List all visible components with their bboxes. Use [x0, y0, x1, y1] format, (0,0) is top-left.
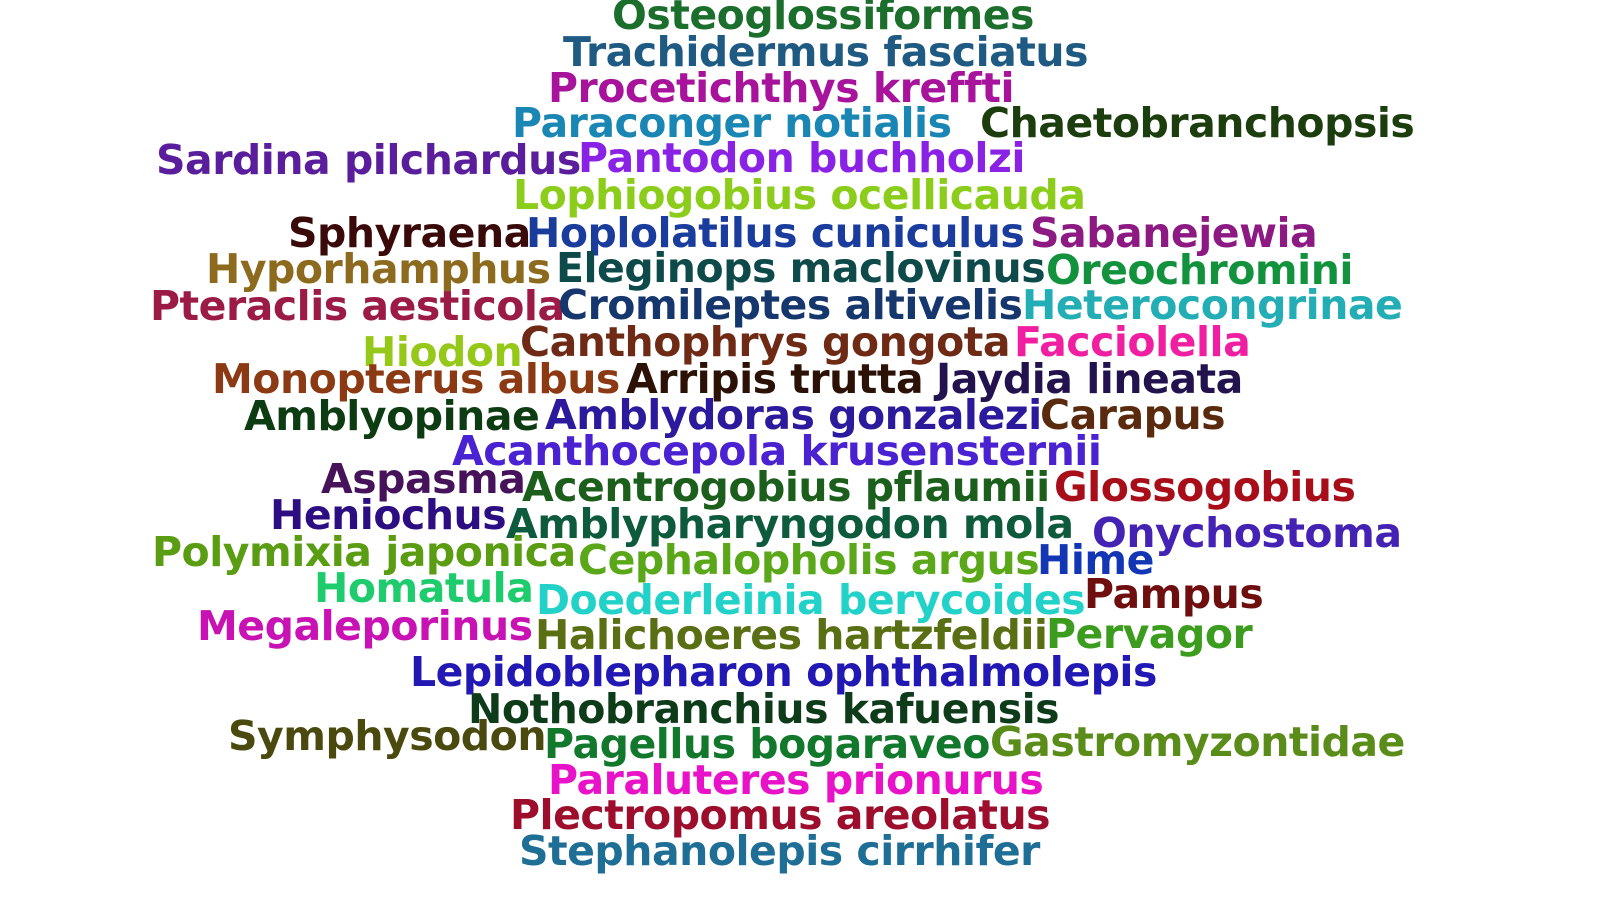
cloud-word: Pervagor	[1046, 609, 1253, 658]
cloud-word: Doederleinia berycoides	[536, 575, 1086, 624]
cloud-word: Facciolella	[1014, 317, 1251, 366]
cloud-word: Hime	[1037, 535, 1154, 584]
cloud-word: Acanthocepola krusensternii	[452, 426, 1102, 475]
cloud-word: Amblyopinae	[244, 391, 540, 440]
cloud-word: Glossogobius	[1054, 462, 1356, 511]
cloud-word: Sphyraena	[288, 208, 531, 257]
cloud-word: Heniochus	[270, 490, 507, 539]
cloud-word: Amblypharyngodon mola	[506, 499, 1074, 548]
cloud-word: Monopterus albus	[212, 354, 620, 403]
cloud-word: Gastromyzontidae	[990, 717, 1405, 766]
cloud-word: Sardina pilchardus	[156, 135, 581, 184]
cloud-word: Osteoglossiformes	[612, 0, 1034, 39]
cloud-word: Plectropomus areolatus	[510, 790, 1051, 839]
cloud-word: Sabanejewia	[1030, 208, 1318, 257]
cloud-word: Carapus	[1040, 390, 1226, 439]
cloud-word: Pteraclis aesticola	[150, 281, 565, 330]
cloud-word: Cromileptes altivelis	[558, 280, 1023, 329]
cloud-word: Lepidoblepharon ophthalmolepis	[410, 647, 1157, 696]
cloud-word: Onychostoma	[1092, 508, 1402, 557]
cloud-word: Hyporhamphus	[206, 244, 551, 293]
cloud-word: Lophiogobius ocellicauda	[513, 170, 1086, 219]
cloud-word: Trachidermus fasciatus	[563, 27, 1088, 76]
cloud-word: Chaetobranchopsis	[980, 98, 1415, 147]
cloud-word: Megaleporinus	[197, 601, 533, 650]
cloud-word: Canthophrys gongota	[520, 317, 1011, 366]
cloud-word: Nothobranchius kafuensis	[468, 684, 1060, 733]
cloud-word: Aspasma	[321, 454, 526, 503]
cloud-word: Pagellus bogaraveo	[544, 719, 990, 768]
cloud-word: Jaydia lineata	[936, 354, 1243, 403]
cloud-word: Halichoeres hartzfeldii	[535, 610, 1048, 659]
cloud-word: Stephanolepis cirrhifer	[519, 826, 1040, 875]
cloud-word: Homatula	[314, 563, 534, 612]
cloud-word: Heterocongrinae	[1022, 280, 1403, 329]
cloud-word: Pampus	[1084, 569, 1264, 618]
cloud-word: Paraluteres prionurus	[548, 755, 1044, 804]
cloud-word: Hoplolatilus cuniculus	[526, 208, 1025, 257]
cloud-word: Polymixia japonica	[152, 527, 576, 576]
cloud-word: Procetichthys kreffti	[548, 63, 1015, 112]
cloud-word: Paraconger notialis	[512, 98, 952, 147]
cloud-word: Hiodon	[362, 327, 523, 376]
cloud-word: Symphysodon	[228, 711, 547, 760]
cloud-word: Acentrogobius pflaumii	[522, 462, 1050, 511]
cloud-word: Eleginops maclovinus	[556, 243, 1046, 292]
cloud-word: Oreochromini	[1046, 245, 1353, 294]
cloud-word: Arripis trutta	[626, 354, 924, 403]
cloud-word: Cephalopholis argus	[578, 535, 1040, 584]
cloud-word: Pantodon buchholzi	[578, 133, 1025, 182]
cloud-word: Amblydoras gonzalezi	[545, 390, 1042, 439]
